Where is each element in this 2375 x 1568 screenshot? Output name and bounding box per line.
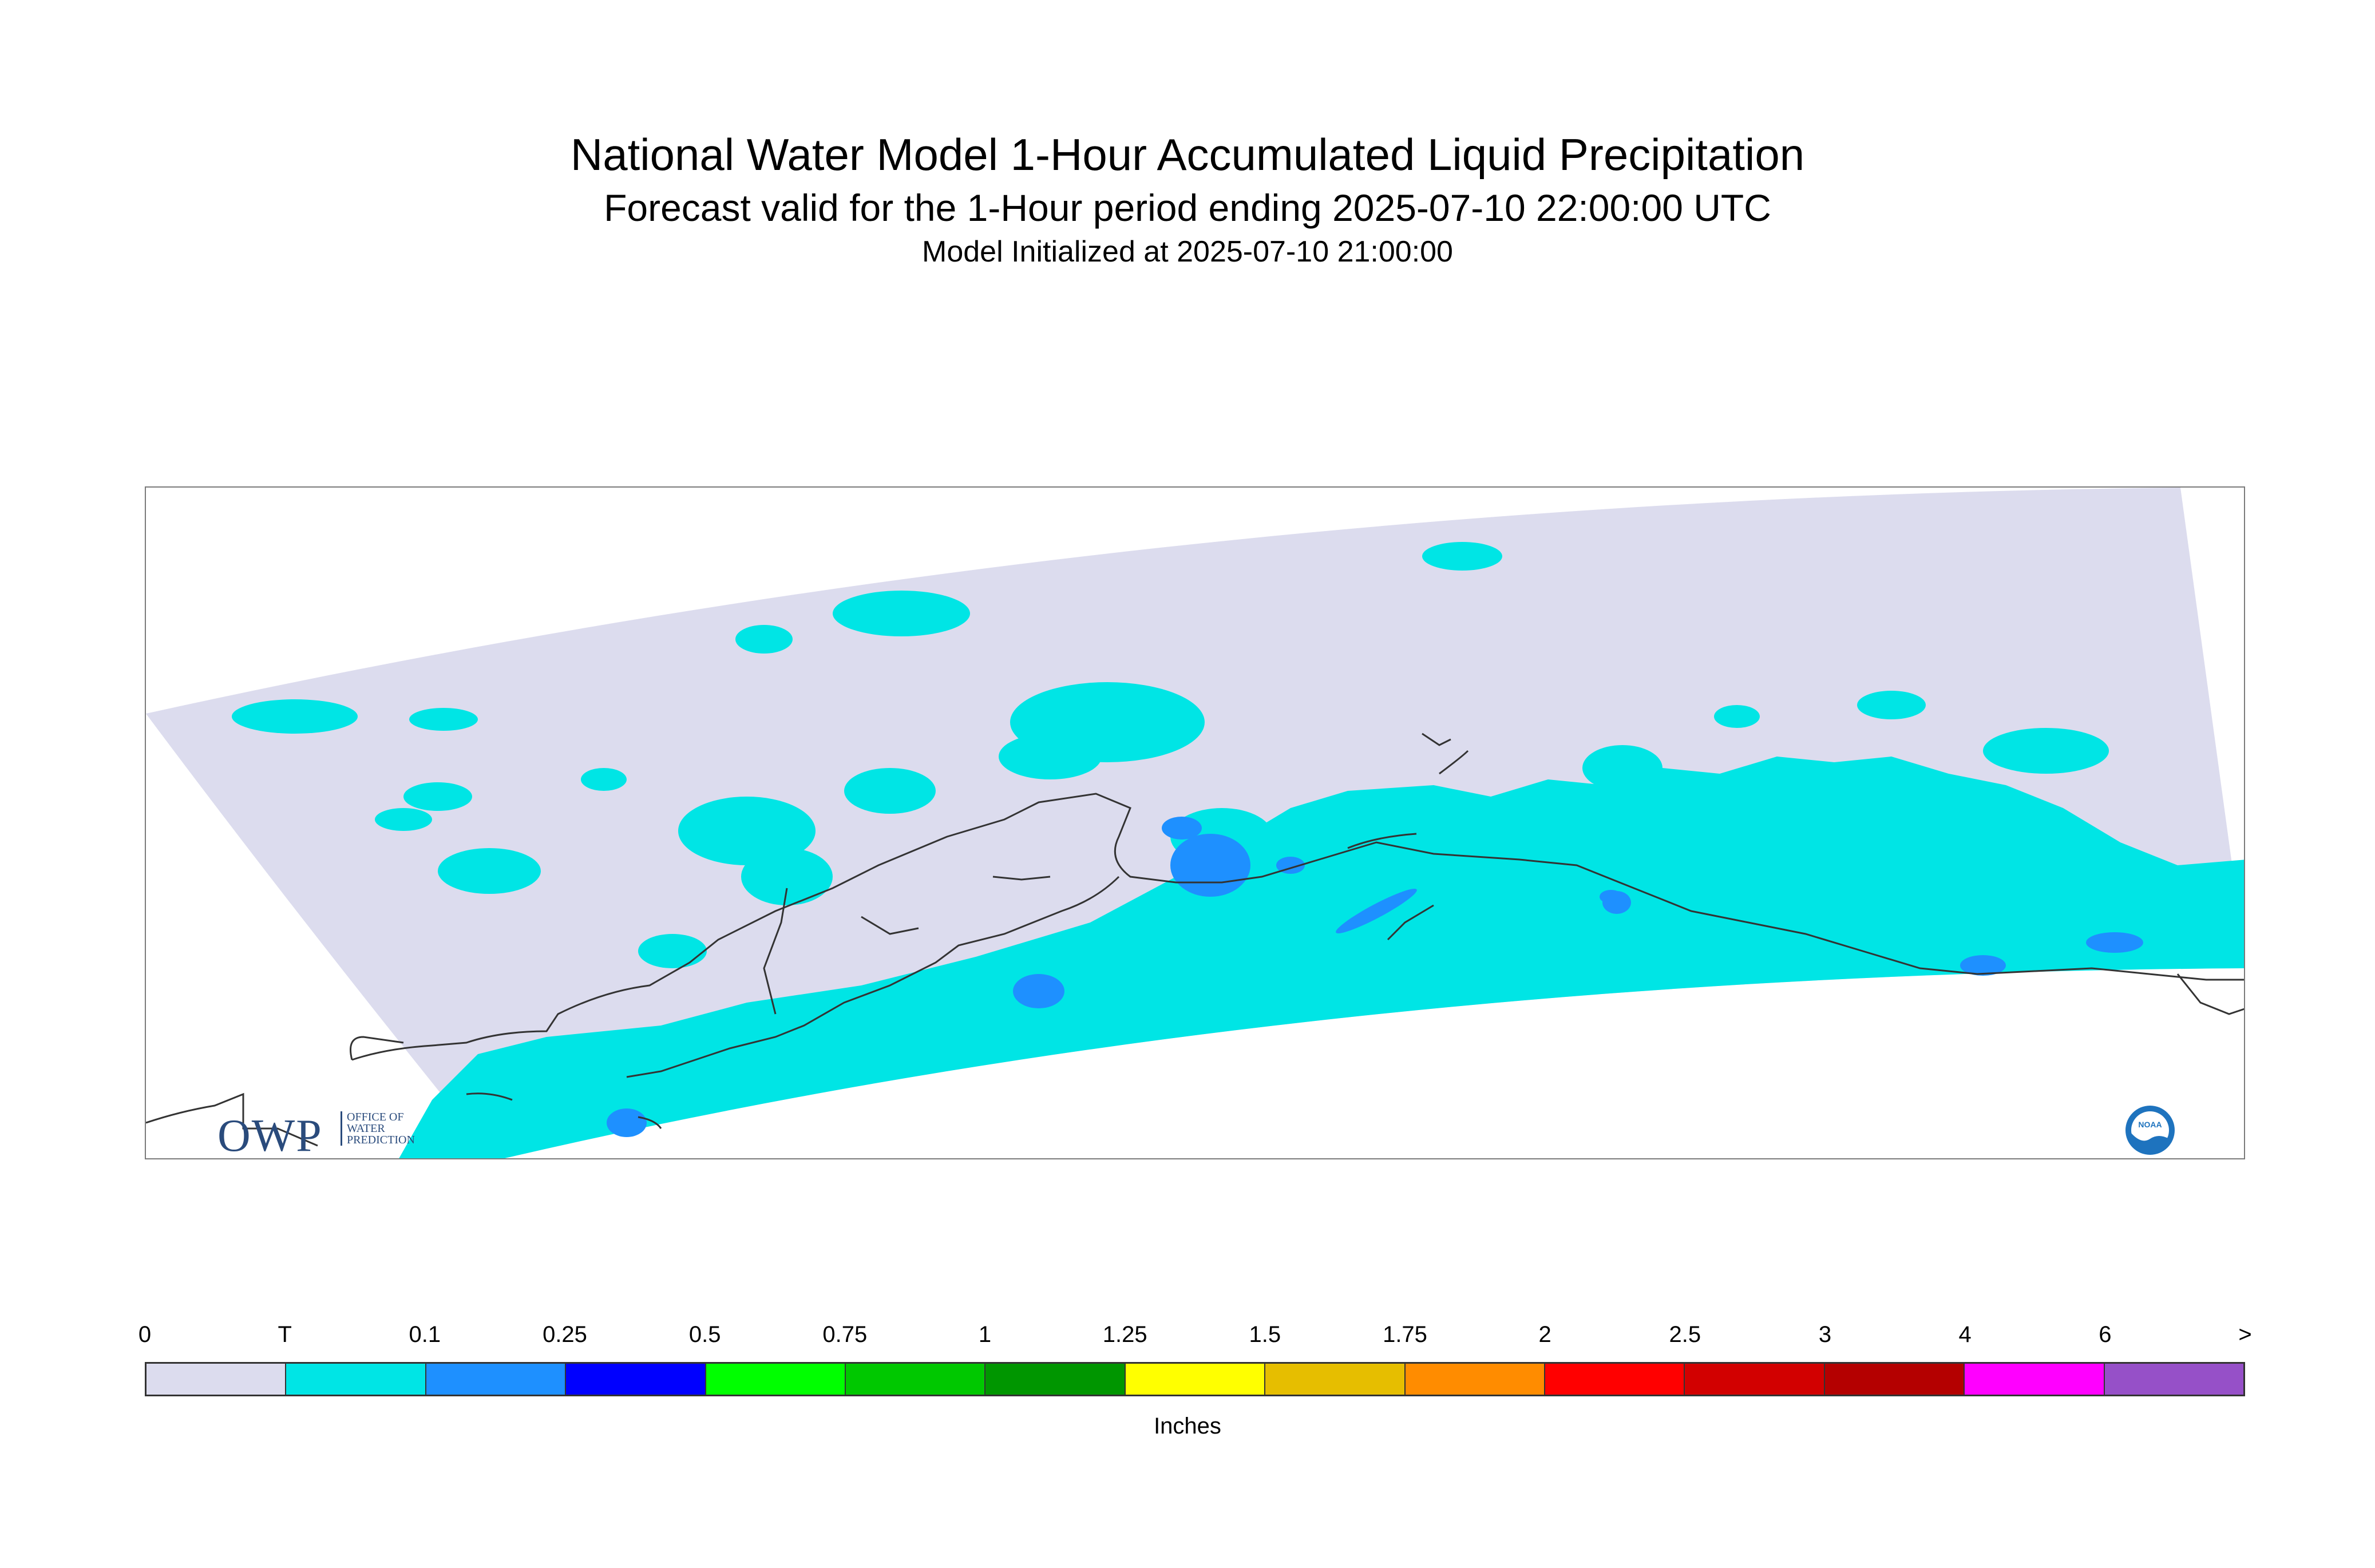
legend-tick-label: 1.75: [1383, 1322, 1427, 1347]
legend-swatch: [1265, 1364, 1406, 1395]
owp-letters: OWP: [217, 1111, 323, 1161]
legend-swatch: [706, 1364, 846, 1395]
owp-subtitle: OFFICE OF WATER PREDICTION: [341, 1111, 415, 1146]
legend-tick-label: 0.75: [822, 1322, 868, 1347]
legend-swatch: [846, 1364, 986, 1395]
owp-sub-line-3: PREDICTION: [347, 1134, 415, 1146]
legend-swatch: [1125, 1364, 1266, 1395]
model-init-line: Model Initialized at 2025-07-10 21:00:00: [922, 235, 1453, 268]
legend-tick-label: 2: [1538, 1322, 1551, 1347]
legend-tick-label: 4: [1958, 1322, 1972, 1347]
trace-precip-band: [399, 757, 2244, 1158]
precipitation-map: [145, 486, 2245, 1159]
legend-tick-label: 1: [978, 1322, 992, 1347]
legend-tick-label: 0.1: [409, 1322, 441, 1347]
legend-swatch: [286, 1364, 426, 1395]
legend-swatch: [426, 1364, 567, 1395]
legend-swatch: [566, 1364, 706, 1395]
legend-swatch: [985, 1364, 1126, 1395]
legend-swatch: [147, 1364, 287, 1395]
legend-colorbar: [145, 1362, 2245, 1396]
legend-tick-label: 3: [1818, 1322, 1832, 1347]
noaa-logo: NOAA: [2125, 1106, 2175, 1155]
legend-swatch: [1685, 1364, 1825, 1395]
legend-tick-label: 0: [138, 1322, 152, 1347]
legend-tick-label: >: [2238, 1322, 2252, 1347]
legend-swatch: [1405, 1364, 1546, 1395]
legend-swatch: [1824, 1364, 1965, 1395]
legend-tick-label: 1.25: [1102, 1322, 1147, 1347]
legend-tick-label: T: [278, 1322, 292, 1347]
legend-tick-label: 0.5: [688, 1322, 721, 1347]
noaa-logo-text: NOAA: [2138, 1120, 2162, 1129]
coastlines: [146, 732, 2244, 1147]
outside-domain-left: [146, 714, 493, 1158]
legend-tick-label: 1.5: [1249, 1322, 1281, 1347]
forecast-valid-subtitle: Forecast valid for the 1-Hour period end…: [604, 187, 1771, 229]
legend-units: Inches: [1154, 1413, 1221, 1439]
legend-swatch: [1965, 1364, 2105, 1395]
legend-tick-label: 0.25: [543, 1322, 587, 1347]
legend-swatch: [1545, 1364, 1685, 1395]
owp-sub-line-2: WATER: [347, 1122, 385, 1135]
owp-logo: OWP OFFICE OF WATER PREDICTION: [217, 1110, 415, 1162]
legend-tick-label: 6: [2099, 1322, 2112, 1347]
map-title: National Water Model 1-Hour Accumulated …: [570, 129, 1805, 180]
legend-swatch: [2104, 1364, 2244, 1395]
owp-sub-line-1: OFFICE OF: [347, 1111, 404, 1123]
map-canvas: [146, 488, 2244, 1158]
legend-tick-label: 2.5: [1669, 1322, 1701, 1347]
